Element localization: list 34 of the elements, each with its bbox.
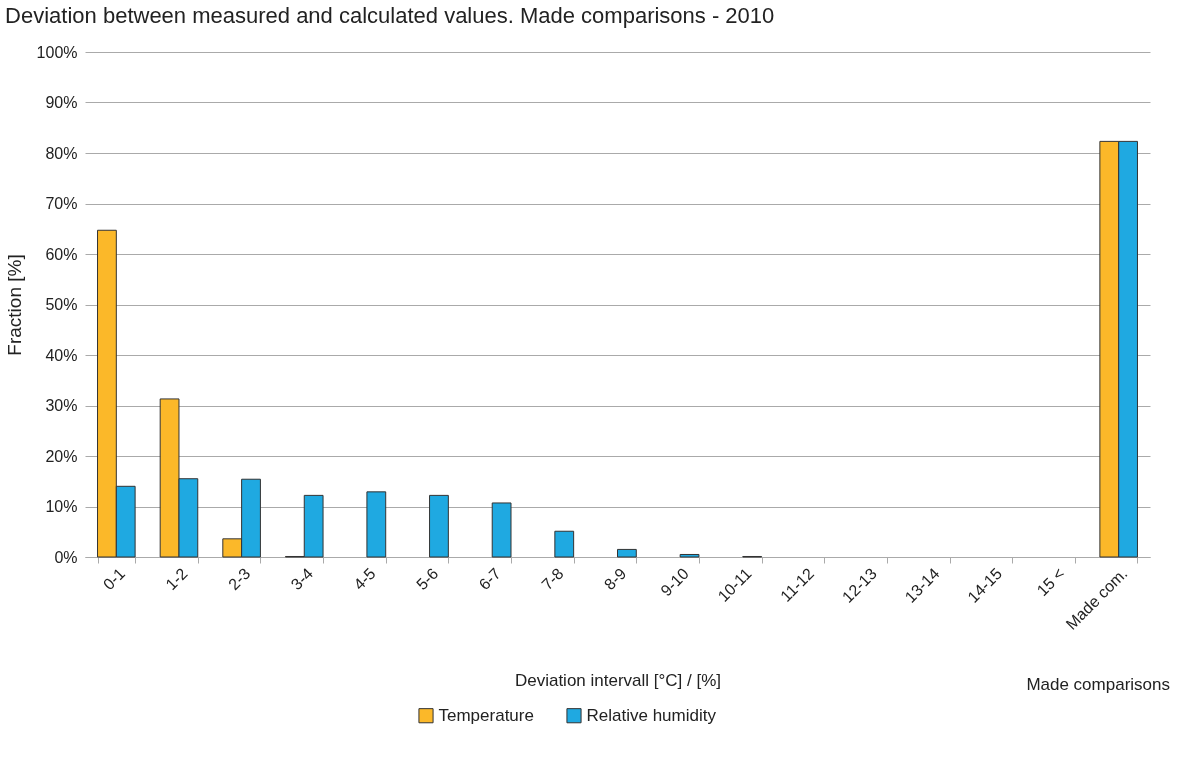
y-tick-label: 70%	[45, 195, 78, 212]
y-tick-label: 80%	[45, 144, 78, 162]
legend-label: Relative humidity	[586, 705, 717, 725]
x-tick-label: 4-5	[350, 564, 379, 594]
y-tick-label: 50%	[45, 296, 78, 313]
y-tick-label: 60%	[45, 245, 78, 263]
y-tick-label: 0%	[54, 548, 78, 566]
y-tick-label: 20%	[45, 447, 78, 465]
x-tick-label: 3-4	[287, 564, 317, 594]
x-axis-title: Deviation intervall [°C] / [%]	[514, 670, 722, 690]
chart-title: Deviation between measured and calculated values. Made comparisons - 2010	[5, 3, 775, 28]
x-tick-label: 0-1	[99, 564, 129, 594]
x-tick-label: 7-8	[538, 564, 567, 594]
y-tick-label: 30%	[45, 397, 78, 414]
bar	[366, 491, 387, 558]
x-tick-label: 8-9	[600, 564, 630, 594]
x-tick-label: 2-3	[225, 564, 254, 594]
text: Made comparisons	[1026, 675, 1170, 694]
y-tick-label: 10%	[45, 498, 78, 515]
x-tick-label: 6-7	[475, 564, 505, 594]
y-tick-label: 100%	[36, 43, 78, 61]
bar	[679, 553, 700, 558]
y-axis-title: Fraction [%]	[3, 254, 25, 356]
legend-label: Temperature	[438, 705, 534, 725]
y-tick-label: 90%	[45, 94, 78, 111]
y-tick-label: 40%	[45, 346, 78, 364]
bar	[617, 548, 637, 558]
x-tick-label: 5-6	[413, 564, 442, 594]
bar	[554, 530, 575, 558]
x-tick-label: 15 <	[1033, 564, 1068, 600]
bar	[491, 502, 512, 558]
x-tick-label: 9-10	[657, 564, 693, 600]
bar	[429, 494, 449, 558]
x-tick-label: 1-2	[162, 564, 191, 594]
